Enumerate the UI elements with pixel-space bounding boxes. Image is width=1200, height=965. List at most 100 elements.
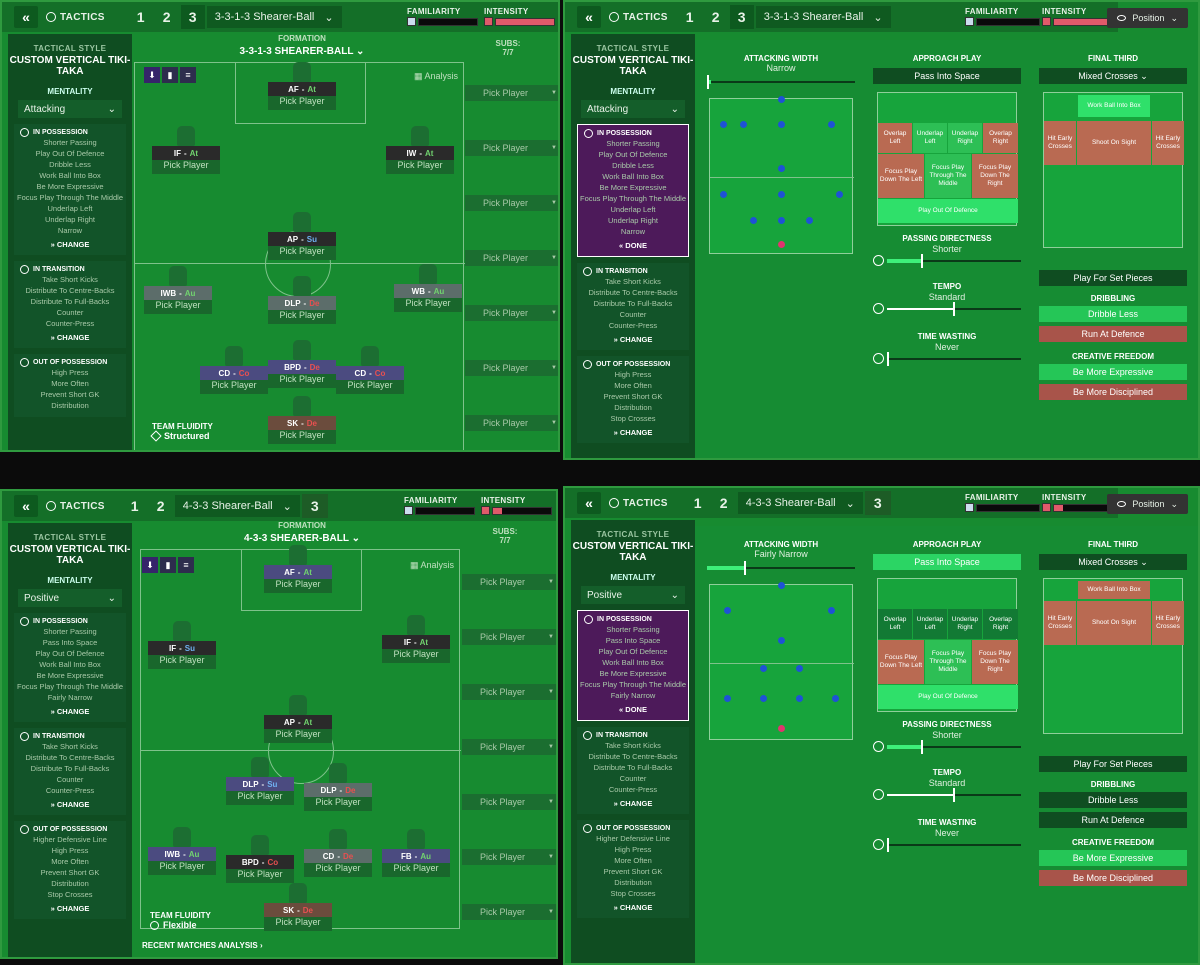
be-more-expressive-button[interactable]: Be More Expressive [1039, 364, 1187, 380]
role-label[interactable]: AP - Su [268, 232, 336, 246]
role-label[interactable]: DLP - Su [226, 777, 294, 791]
player-slot-dlp[interactable]: DLP - De Pick Player [268, 276, 336, 324]
player-slot-ap[interactable]: AP - Su Pick Player [268, 212, 336, 260]
mentality-select[interactable]: Attacking ⌄ [581, 100, 685, 118]
approach-play-select[interactable]: Pass Into Space [873, 68, 1021, 84]
focus-right-zone[interactable]: Focus Play Down The Right [972, 640, 1018, 684]
role-label[interactable]: AP - At [264, 715, 332, 729]
pick-player-button[interactable]: Pick Player [264, 579, 332, 593]
role-label[interactable]: CD - Co [200, 366, 268, 380]
pick-player-button[interactable]: Pick Player [304, 797, 372, 811]
role-label[interactable]: IWB - Au [144, 286, 212, 300]
hit-early-crosses-left-zone[interactable]: Hit Early Crosses [1044, 121, 1076, 165]
pick-player-button[interactable]: Pick Player [148, 861, 216, 875]
time-wasting-slider[interactable] [873, 838, 1021, 852]
back-button[interactable]: « [14, 495, 38, 517]
sub-slot[interactable]: Pick Player ▼ [462, 794, 556, 810]
pick-player-button[interactable]: Pick Player [268, 374, 336, 388]
player-slot-cd[interactable]: CD - Co Pick Player [336, 346, 404, 394]
back-button[interactable]: « [577, 6, 601, 28]
underlap-right-zone[interactable]: Underlap Right [948, 123, 982, 153]
pick-player-button[interactable]: Pick Player [152, 160, 220, 174]
formation-select[interactable]: 3-3-1-3 SHEARER-BALL ⌄ [239, 46, 365, 57]
hit-early-crosses-right-zone[interactable]: Hit Early Crosses [1152, 121, 1184, 165]
player-slot-wb[interactable]: WB - Au Pick Player [394, 264, 462, 312]
sub-slot[interactable]: Pick Player ▼ [465, 195, 558, 211]
player-slot-dlp[interactable]: DLP - Su Pick Player [226, 757, 294, 805]
play-out-defence-zone[interactable]: Play Out Of Defence [878, 199, 1018, 223]
mentality-select[interactable]: Positive ⌄ [18, 589, 122, 607]
player-slot-iwb[interactable]: IWB - Au Pick Player [148, 827, 216, 875]
done-button[interactable]: « DONE [619, 705, 647, 714]
change-button[interactable]: » CHANGE [613, 799, 653, 808]
role-label[interactable]: SK - De [264, 903, 332, 917]
role-label[interactable]: BPD - Co [226, 855, 294, 869]
analysis-button[interactable]: ▦ Analysis [410, 560, 455, 570]
role-label[interactable]: IF - Su [148, 641, 216, 655]
back-button[interactable]: « [14, 6, 38, 28]
pick-player-button[interactable]: Pick Player [268, 96, 336, 110]
tactic-slot-2[interactable]: 2 [156, 498, 165, 514]
back-button[interactable]: « [577, 492, 601, 514]
pick-player-button[interactable]: Pick Player [264, 917, 332, 931]
pick-player-button[interactable]: Pick Player [268, 310, 336, 324]
pick-player-button[interactable]: Pick Player [394, 298, 462, 312]
role-label[interactable]: SK - De [268, 416, 336, 430]
hit-early-crosses-left-zone[interactable]: Hit Early Crosses [1044, 601, 1076, 645]
mentality-select[interactable]: Attacking ⌄ [18, 100, 122, 118]
position-select[interactable]: Position ⌄ [1107, 494, 1188, 514]
player-slot-bpd[interactable]: BPD - De Pick Player [268, 340, 336, 388]
pick-player-button[interactable]: Pick Player [336, 380, 404, 394]
pick-player-button[interactable]: Pick Player [226, 791, 294, 805]
tactic-name-select[interactable]: 3-3-1-3 Shearer-Ball ⌄ [206, 6, 342, 28]
underlap-left-zone[interactable]: Underlap Left [913, 123, 947, 153]
tactic-name-select[interactable]: 4-3-3 Shearer-Ball ⌄ [174, 495, 300, 517]
player-slot-cd[interactable]: CD - De Pick Player [304, 829, 372, 877]
tactic-slot-3[interactable]: 3 [864, 491, 891, 515]
play-out-defence-zone[interactable]: Play Out Of Defence [878, 685, 1018, 709]
hit-early-crosses-right-zone[interactable]: Hit Early Crosses [1152, 601, 1184, 645]
sub-slot[interactable]: Pick Player ▼ [465, 250, 558, 266]
role-label[interactable]: AF - At [264, 565, 332, 579]
position-select[interactable]: Position ⌄ [1107, 8, 1188, 28]
tactical-style-name[interactable]: CUSTOM VERTICAL TIKI-TAKA [572, 541, 694, 563]
pick-player-button[interactable]: Pick Player [304, 863, 372, 877]
player-slot-ap[interactable]: AP - At Pick Player [264, 695, 332, 743]
player-slot-if[interactable]: IF - At Pick Player [152, 126, 220, 174]
run-at-defence-button[interactable]: Run At Defence [1039, 326, 1187, 342]
change-button[interactable]: » CHANGE [613, 428, 653, 437]
tactic-slot-1[interactable]: 1 [693, 495, 702, 511]
sub-slot[interactable]: Pick Player ▼ [462, 849, 556, 865]
player-slot-af[interactable]: AF - At Pick Player [268, 62, 336, 110]
role-label[interactable]: CD - Co [336, 366, 404, 380]
final-third-select[interactable]: Mixed Crosses ⌄ [1039, 554, 1187, 570]
player-slot-dlp[interactable]: DLP - De Pick Player [304, 763, 372, 811]
change-button[interactable]: » CHANGE [50, 240, 90, 249]
sub-slot[interactable]: Pick Player ▼ [465, 140, 558, 156]
role-label[interactable]: IF - At [382, 635, 450, 649]
focus-left-zone[interactable]: Focus Play Down The Left [878, 154, 924, 198]
tactic-name-select[interactable]: 3-3-1-3 Shearer-Ball ⌄ [755, 6, 891, 28]
tactic-slot-1[interactable]: 1 [136, 9, 145, 25]
change-button[interactable]: » CHANGE [50, 800, 90, 809]
analysis-button[interactable]: ▦ Analysis [414, 71, 459, 81]
pick-player-button[interactable]: Pick Player [148, 655, 216, 669]
work-ball-into-box-zone[interactable]: Work Ball Into Box [1078, 581, 1150, 599]
run-at-defence-button[interactable]: Run At Defence [1039, 812, 1187, 828]
role-label[interactable]: FB - Au [382, 849, 450, 863]
approach-play-select[interactable]: Pass Into Space [873, 554, 1021, 570]
tactic-slot-1[interactable]: 1 [685, 9, 694, 25]
role-label[interactable]: DLP - De [304, 783, 372, 797]
tactical-style-name[interactable]: CUSTOM VERTICAL TIKI-TAKA [572, 55, 694, 77]
overlap-right-zone[interactable]: Overlap Right [983, 123, 1018, 153]
role-label[interactable]: AF - At [268, 82, 336, 96]
shoot-on-sight-zone[interactable]: Shoot On Sight [1077, 121, 1151, 165]
underlap-right-zone[interactable]: Underlap Right [948, 609, 982, 639]
set-pieces-button[interactable]: Play For Set Pieces [1039, 270, 1187, 286]
player-slot-fb[interactable]: FB - Au Pick Player [382, 829, 450, 877]
attacking-width-slider[interactable] [707, 561, 855, 575]
tactic-slot-1[interactable]: 1 [130, 498, 139, 514]
pick-player-button[interactable]: Pick Player [264, 729, 332, 743]
overlap-left-zone[interactable]: Overlap Left [878, 123, 912, 153]
tempo-slider[interactable] [873, 302, 1021, 316]
